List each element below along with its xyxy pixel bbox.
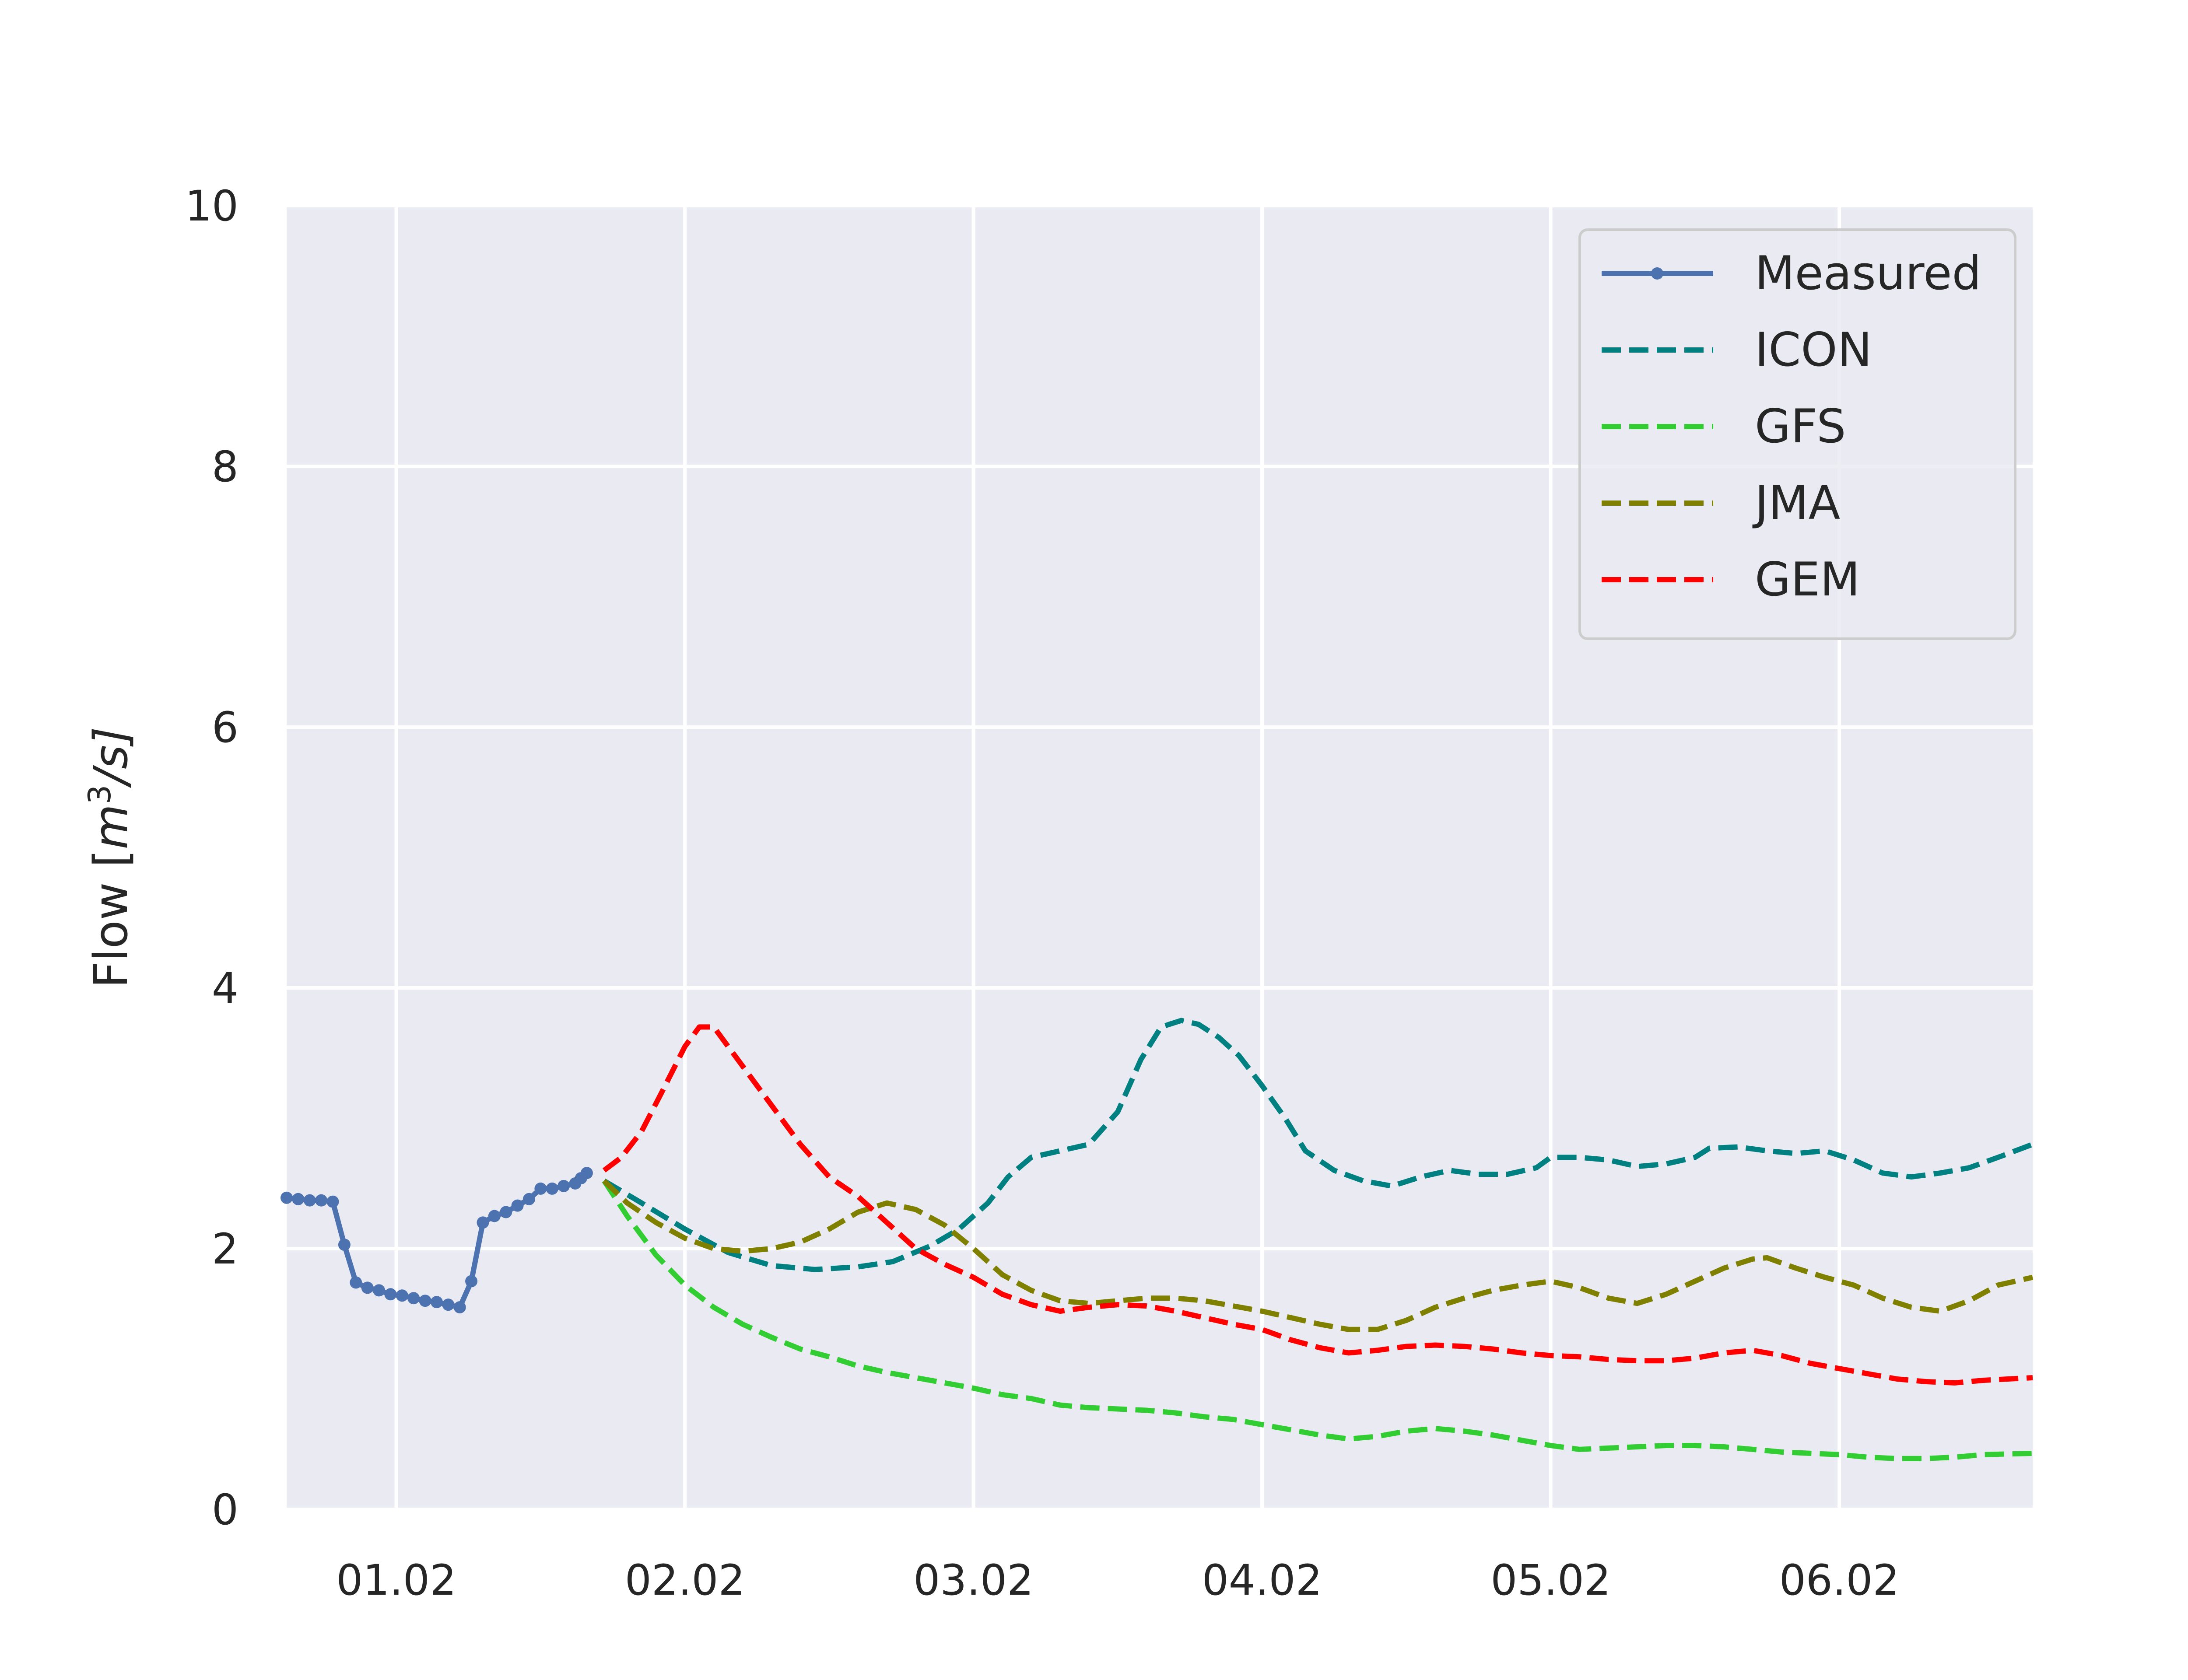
data-point-measured: [373, 1284, 386, 1297]
data-point-measured: [522, 1193, 535, 1205]
series-line-jma: [602, 1179, 2034, 1332]
data-point-measured: [534, 1182, 547, 1195]
x-tick-label: 05.02: [1490, 1556, 1611, 1605]
data-point-measured: [442, 1298, 455, 1311]
data-point-measured: [453, 1301, 466, 1314]
series-line-gfs: [602, 1179, 2033, 1461]
data-point-measured: [326, 1195, 339, 1208]
svg-text:Flow [m3/s]: Flow [m3/s]: [82, 727, 138, 988]
data-point-measured: [350, 1276, 362, 1289]
x-tick-label: 01.02: [336, 1556, 456, 1605]
legend-box: [1578, 228, 2016, 640]
y-tick-label: 6: [212, 703, 238, 752]
legend-label-measured: Measured: [1755, 246, 1981, 300]
data-point-measured: [292, 1193, 305, 1205]
data-point-measured: [465, 1275, 478, 1288]
data-point-measured: [407, 1292, 420, 1305]
data-point-measured: [315, 1194, 328, 1207]
data-point-measured: [488, 1210, 501, 1222]
data-point-measured: [546, 1182, 558, 1195]
series-lines: [281, 1018, 2034, 1461]
x-tick-label: 02.02: [625, 1556, 745, 1605]
data-point-measured: [281, 1191, 293, 1204]
data-point-measured: [419, 1295, 431, 1307]
legend-label-gem: GEM: [1755, 553, 1860, 606]
x-tick-label: 03.02: [913, 1556, 1034, 1605]
grid-lines: [287, 204, 2033, 1511]
data-point-measured: [396, 1289, 408, 1302]
data-point-measured: [477, 1216, 489, 1229]
legend-label-icon: ICON: [1755, 323, 1872, 377]
data-point-measured: [338, 1239, 351, 1251]
data-point-measured: [511, 1199, 524, 1212]
tick-labels: 0 2 4 6 8 10 01.02 02.02 03.02 04.02 05.02 06.02: [185, 182, 1900, 1605]
legend-label-jma: JMA: [1752, 476, 1840, 530]
data-point-measured: [384, 1288, 397, 1301]
y-axis-label: Flow [m3/s]: [82, 727, 138, 988]
x-tick-label: 04.02: [1202, 1556, 1322, 1605]
legend-marker-measured: [1651, 267, 1663, 280]
y-tick-label: 10: [185, 182, 238, 231]
data-point-measured: [303, 1194, 316, 1207]
legend-label-gfs: GFS: [1755, 399, 1846, 453]
series-line-gem: [602, 1024, 2033, 1386]
y-tick-label: 2: [212, 1225, 238, 1274]
data-point-measured: [558, 1180, 570, 1192]
series-line-icon: [603, 1018, 2034, 1272]
data-point-measured: [580, 1167, 593, 1180]
data-point-measured: [500, 1206, 512, 1218]
y-tick-label: 4: [212, 964, 238, 1013]
legend: Measured ICON GFS JMA GEM: [1578, 228, 2016, 640]
data-point-measured: [361, 1281, 374, 1294]
y-tick-label: 0: [212, 1485, 238, 1534]
data-point-measured: [430, 1296, 443, 1309]
y-tick-label: 8: [212, 442, 238, 491]
x-tick-label: 06.02: [1779, 1556, 1900, 1605]
